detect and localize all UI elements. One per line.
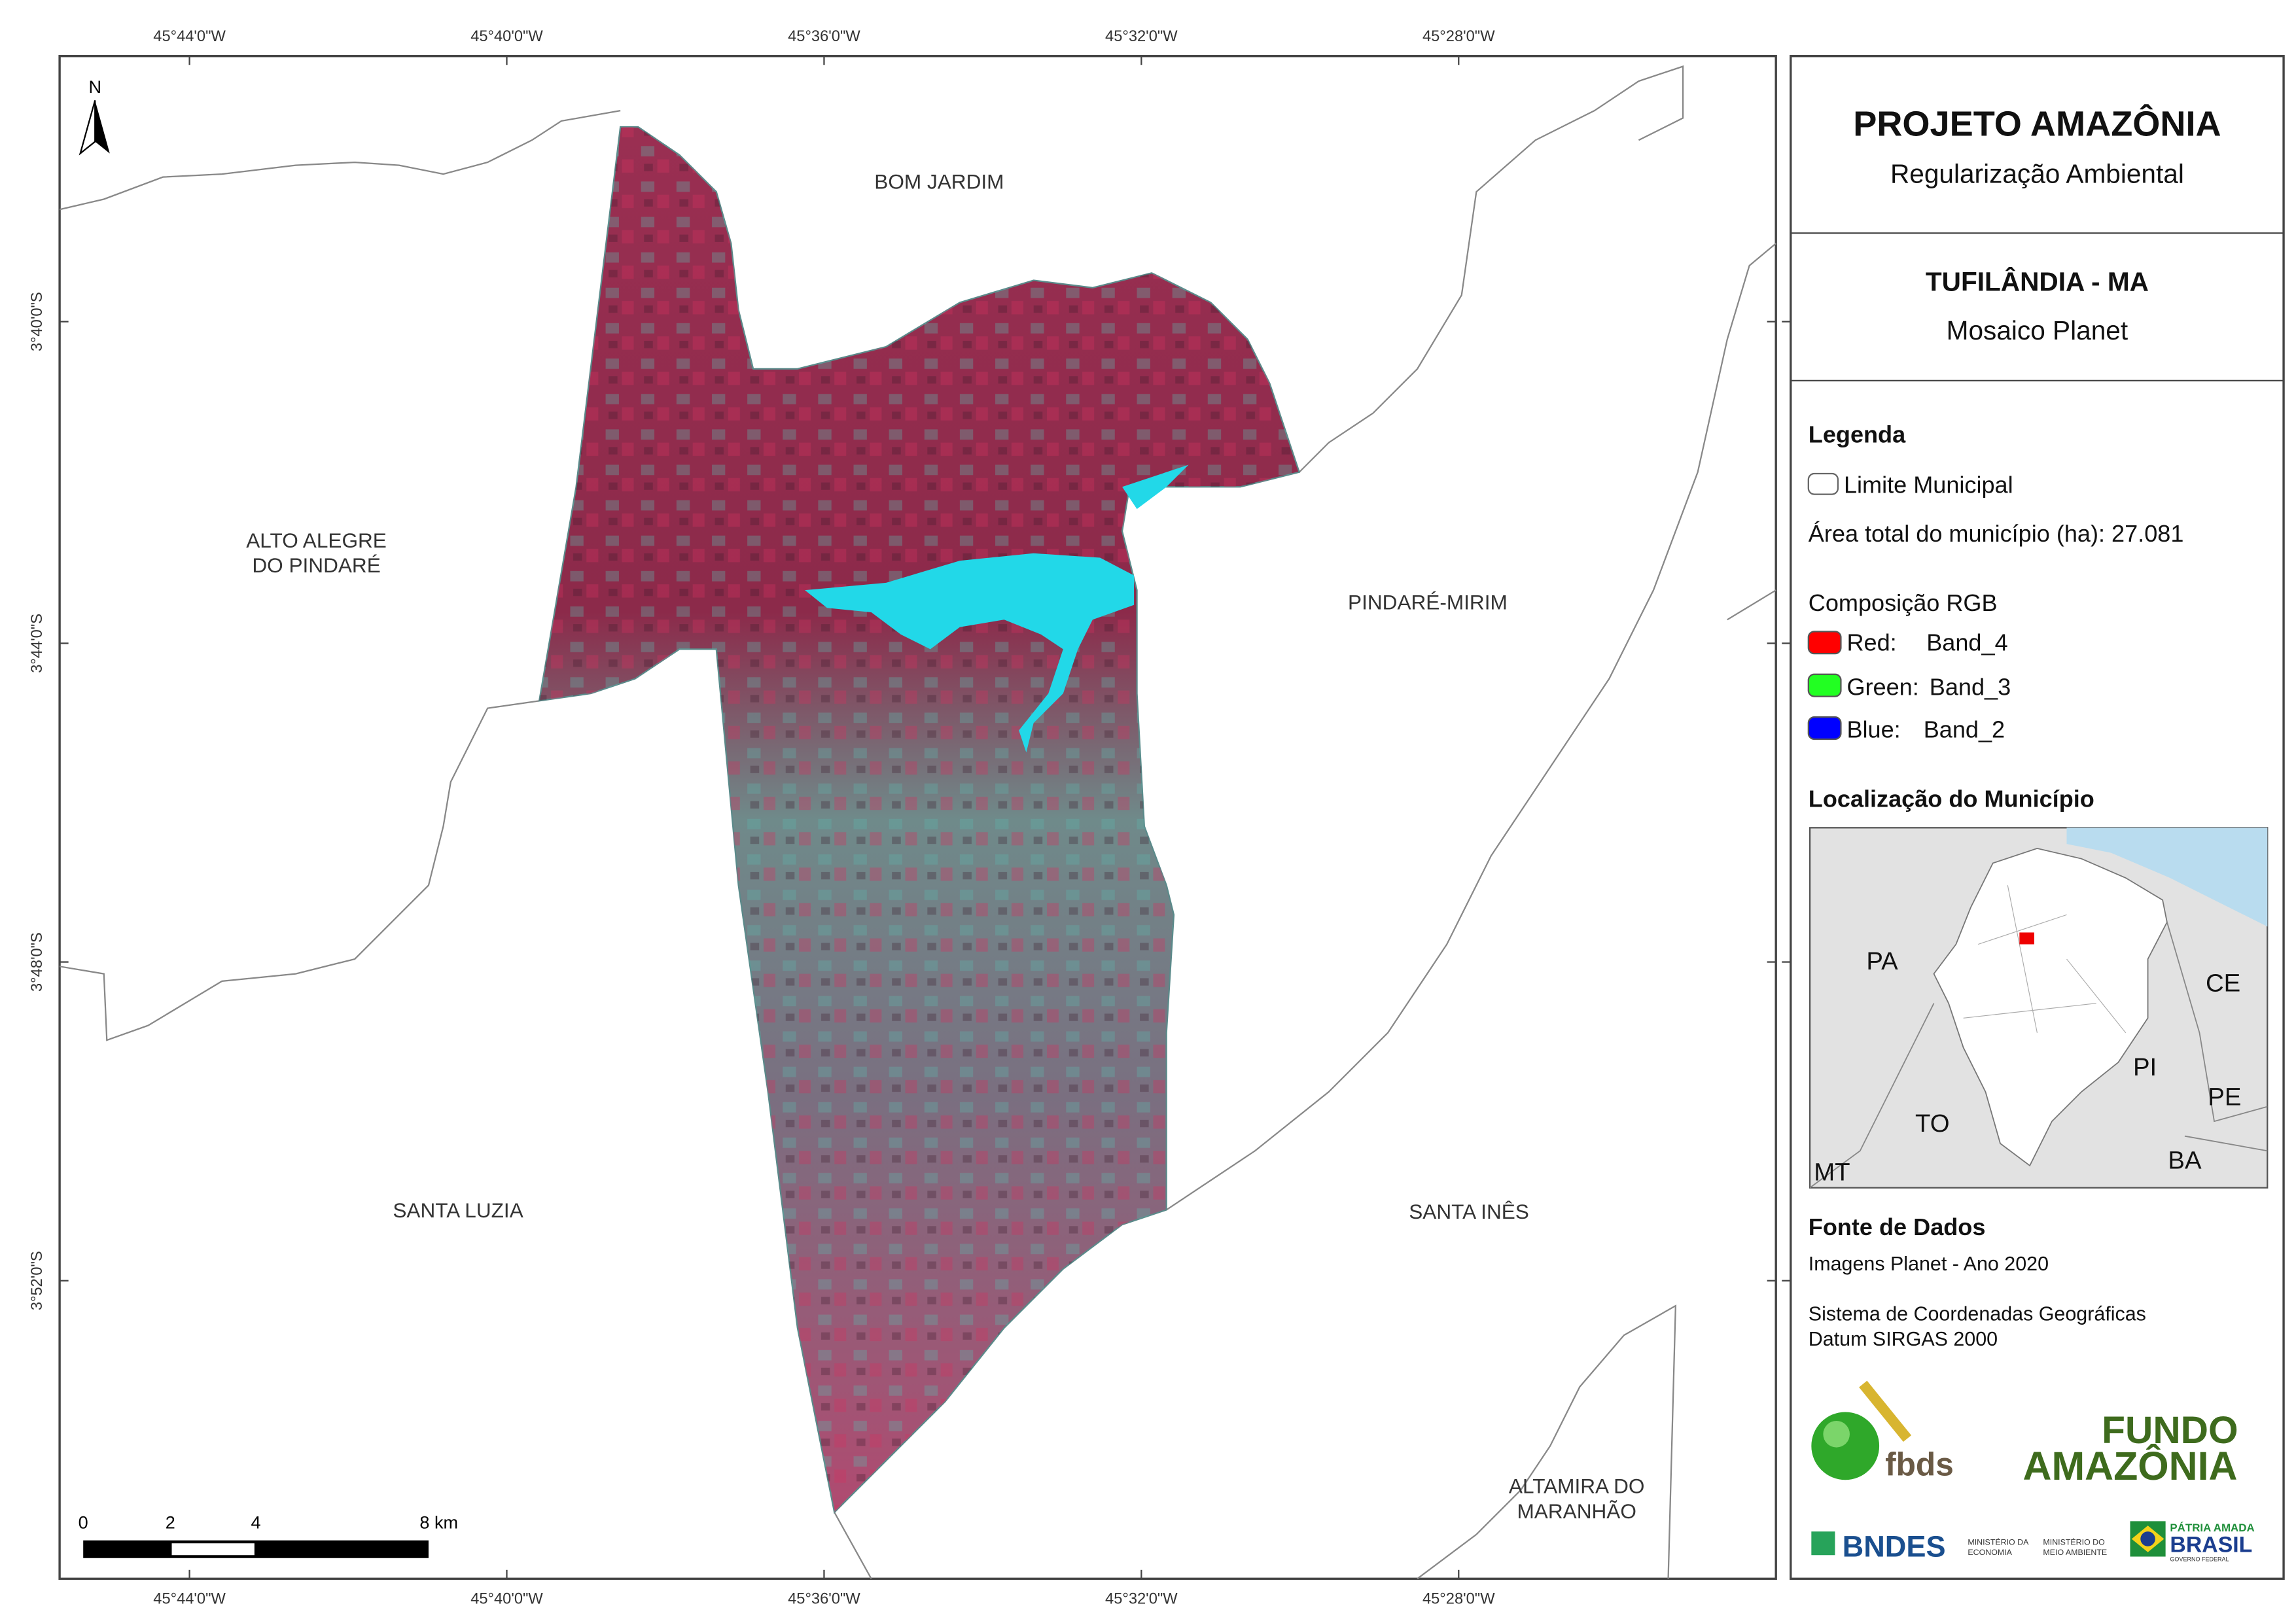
lat-label: 3°52'0"S [29, 1251, 46, 1310]
logo-text: MINISTÉRIO DO [2043, 1537, 2105, 1546]
lat-label: 3°40'0"S [29, 292, 46, 351]
band-swatch [1807, 631, 1842, 655]
municipality-mosaic [538, 126, 1301, 1514]
logos: fbds FUNDO AMAZÔNIA BNDES MINISTÉRIO DA … [1811, 1380, 2255, 1563]
neighbor-label: DO PINDARÉ [252, 553, 380, 577]
municipality: TUFILÂNDIA - MA [1926, 266, 2149, 296]
band-channel: Red: [1846, 629, 1896, 656]
locator-label: TO [1915, 1109, 1950, 1138]
band-channel: Blue: [1846, 716, 1900, 743]
lon-label: 45°40'0"W [470, 28, 543, 45]
source-line: Sistema de Coordenadas Geográficas [1809, 1303, 2146, 1325]
logo-text: FUNDO [2102, 1409, 2238, 1452]
graticule-labels: 45°44'0"W 45°44'0"W 45°40'0"W 45°40'0"W 45°3… [29, 28, 1791, 1608]
sources-heading: Fonte de Dados [1809, 1213, 1986, 1240]
locator-label: MT [1814, 1158, 1850, 1186]
neighbor-label: SANTA INÊS [1409, 1200, 1529, 1223]
north-label: N [88, 77, 101, 97]
neighbor-labels: BOM JARDIM ALTO ALEGRE DO PINDARÉ PINDAR… [246, 170, 1644, 1523]
band-swatch [1807, 716, 1842, 741]
source-line: Imagens Planet - Ano 2020 [1809, 1253, 2049, 1275]
neighbor-label: ALTAMIRA DO [1509, 1475, 1645, 1498]
subtitle: Regularização Ambiental [1890, 159, 2184, 189]
neighbor-label: PINDARÉ-MIRIM [1348, 591, 1508, 614]
logo-text: MINISTÉRIO DA [1968, 1537, 2029, 1546]
logo-text: AMAZÔNIA [2022, 1444, 2237, 1488]
panel: PROJETO AMAZÔNIA Regularização Ambiental… [1790, 55, 2285, 1580]
lat-label: 3°48'0"S [29, 932, 46, 992]
locator-label: PA [1866, 947, 1898, 975]
legend-heading: Legenda [1809, 421, 1906, 448]
band-name: Band_2 [1924, 716, 2005, 743]
logo-text: BNDES [1843, 1530, 1946, 1563]
north-arrow: N [79, 77, 110, 156]
scale-bar: 0 2 4 8 km [79, 1513, 458, 1558]
neighbor-label: MARANHÃO [1517, 1499, 1636, 1523]
locator-map: PA CE PI PE TO BA MT [1809, 827, 2269, 1189]
locator-label: PE [2208, 1083, 2241, 1111]
logo-text: fbds [1885, 1446, 1954, 1482]
lon-label: 45°28'0"W [1422, 28, 1495, 45]
scale-label: 4 [251, 1513, 261, 1533]
lon-label: 45°40'0"W [470, 1591, 543, 1608]
locator-label: PI [2133, 1053, 2157, 1081]
lat-label: 3°44'0"S [29, 614, 46, 673]
lon-label: 45°44'0"W [153, 28, 226, 45]
boundary-swatch [1807, 472, 1839, 495]
lon-label: 45°32'0"W [1105, 28, 1178, 45]
lon-label: 45°36'0"W [788, 28, 860, 45]
band-name: Band_4 [1926, 629, 2007, 656]
neighbor-boundaries [59, 65, 1776, 1580]
reservoir [805, 553, 1135, 753]
logo-text: ECONOMIA [1968, 1548, 2012, 1557]
locator-heading: Localização do Município [1809, 786, 2094, 812]
logo-text: GOVERNO FEDERAL [2170, 1556, 2229, 1562]
logo-text: PÁTRIA AMADA [2170, 1522, 2254, 1534]
rgb-heading: Composição RGB [1809, 589, 1998, 616]
neighbor-label: BOM JARDIM [874, 170, 1004, 194]
band-swatch [1807, 673, 1842, 697]
lon-label: 45°44'0"W [153, 1591, 226, 1608]
locator-label: BA [2168, 1146, 2202, 1174]
legend-boundary: Limite Municipal [1844, 471, 2013, 498]
title: PROJETO AMAZÔNIA [1853, 104, 2221, 144]
imagery: Mosaico Planet [1947, 315, 2128, 345]
lon-label: 45°36'0"W [788, 1591, 860, 1608]
lon-label: 45°28'0"W [1422, 1591, 1495, 1608]
source-line: Datum SIRGAS 2000 [1809, 1328, 1998, 1350]
legend-area: Área total do município (ha): 27.081 [1809, 520, 2184, 547]
neighbor-label: ALTO ALEGRE [246, 529, 387, 552]
band-name: Band_3 [1930, 673, 2011, 700]
locator-label: CE [2206, 969, 2240, 998]
scale-label: 2 [166, 1513, 175, 1533]
scale-label: 0 [79, 1513, 88, 1533]
lon-label: 45°32'0"W [1105, 1591, 1178, 1608]
scale-label: 8 km [419, 1513, 458, 1533]
logo-text: BRASIL [2170, 1533, 2252, 1558]
band-channel: Green: [1846, 673, 1918, 700]
neighbor-label: SANTA LUZIA [393, 1198, 523, 1222]
logo-text: MEIO AMBIENTE [2043, 1548, 2107, 1557]
